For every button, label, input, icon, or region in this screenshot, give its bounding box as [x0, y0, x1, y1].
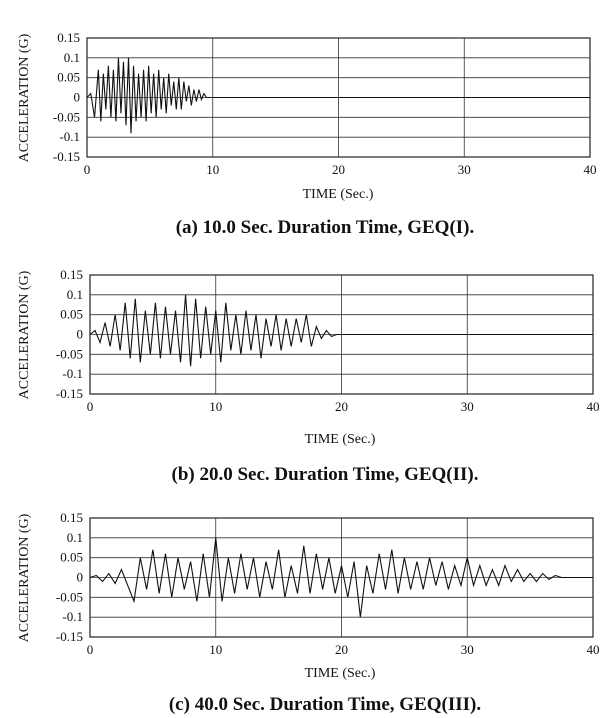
y-tick-label: 0.05 [57, 70, 80, 85]
chart-caption: (b) 20.0 Sec. Duration Time, GEQ(II). [172, 464, 479, 485]
acceleration-trace [89, 537, 593, 618]
x-tick-label: 40 [587, 399, 600, 414]
y-tick-label: -0.1 [62, 366, 83, 381]
y-tick-label: 0.1 [67, 287, 83, 302]
x-axis-label: TIME (Sec.) [305, 432, 376, 447]
chart-caption: (c) 40.0 Sec. Duration Time, GEQ(III). [169, 694, 481, 715]
y-axis-label: ACCELERATION (G) [17, 33, 32, 162]
y-tick-label: -0.15 [56, 386, 83, 401]
chart-panel-c: 0.15 0.1 0.05 0 -0.05 -0.1 -0.15 0 10 20 30 40 ACC… [17, 510, 600, 715]
x-tick-label: 0 [87, 399, 94, 414]
y-tick-label: 0.1 [67, 530, 83, 545]
y-tick-label: 0 [77, 570, 84, 585]
x-tick-label: 10 [206, 162, 219, 177]
y-tick-label: 0.15 [60, 510, 83, 525]
y-tick-labels: 0.15 0.1 0.05 0 -0.05 -0.1 -0.15 [53, 30, 80, 164]
y-tick-label: 0.05 [60, 307, 83, 322]
y-tick-label: 0 [74, 90, 81, 105]
chart-panel-a: 0.15 0.1 0.05 0 -0.05 -0.1 -0.15 0 10 20 30 40 ACC… [17, 30, 597, 238]
x-axis-label: TIME (Sec.) [303, 187, 374, 202]
y-tick-label: 0.15 [57, 30, 80, 45]
x-tick-labels: 0 10 20 30 40 [84, 162, 597, 177]
chart-caption: (a) 10.0 Sec. Duration Time, GEQ(I). [176, 217, 475, 238]
x-tick-label: 10 [209, 399, 222, 414]
x-tick-label: 20 [335, 399, 348, 414]
y-tick-label: 0.05 [60, 550, 83, 565]
y-tick-label: 0 [77, 327, 84, 342]
x-tick-labels: 0 10 20 30 40 [87, 642, 600, 657]
y-tick-label: 0.1 [64, 50, 80, 65]
x-tick-label: 30 [461, 642, 474, 657]
y-tick-label: -0.15 [53, 149, 80, 164]
x-tick-label: 10 [209, 642, 222, 657]
x-tick-label: 0 [84, 162, 91, 177]
y-tick-labels: 0.15 0.1 0.05 0 -0.05 -0.1 -0.15 [56, 510, 83, 644]
chart-panel-b: 0.15 0.1 0.05 0 -0.05 -0.1 -0.15 0 10 20 30 40 ACC… [17, 267, 600, 485]
y-tick-labels: 0.15 0.1 0.05 0 -0.05 -0.1 -0.15 [56, 267, 83, 401]
x-tick-label: 40 [584, 162, 597, 177]
x-axis-label: TIME (Sec.) [305, 666, 376, 681]
y-axis-label: ACCELERATION (G) [17, 270, 32, 399]
y-tick-label: -0.1 [62, 609, 83, 624]
y-tick-label: 0.15 [60, 267, 83, 282]
x-tick-label: 30 [461, 399, 474, 414]
x-tick-label: 40 [587, 642, 600, 657]
y-tick-label: -0.15 [56, 629, 83, 644]
y-tick-label: -0.1 [59, 129, 80, 144]
x-tick-label: 30 [458, 162, 471, 177]
x-tick-label: 20 [335, 642, 348, 657]
y-tick-label: -0.05 [56, 589, 83, 604]
y-tick-label: -0.05 [53, 109, 80, 124]
x-tick-labels: 0 10 20 30 40 [87, 399, 600, 414]
y-tick-label: -0.05 [56, 346, 83, 361]
y-axis-label: ACCELERATION (G) [17, 513, 32, 642]
acceleration-trace [86, 57, 590, 134]
grid-lines [90, 518, 593, 637]
x-tick-label: 0 [87, 642, 94, 657]
grid-lines [90, 275, 593, 394]
x-tick-label: 20 [332, 162, 345, 177]
acceleration-trace [89, 294, 593, 367]
